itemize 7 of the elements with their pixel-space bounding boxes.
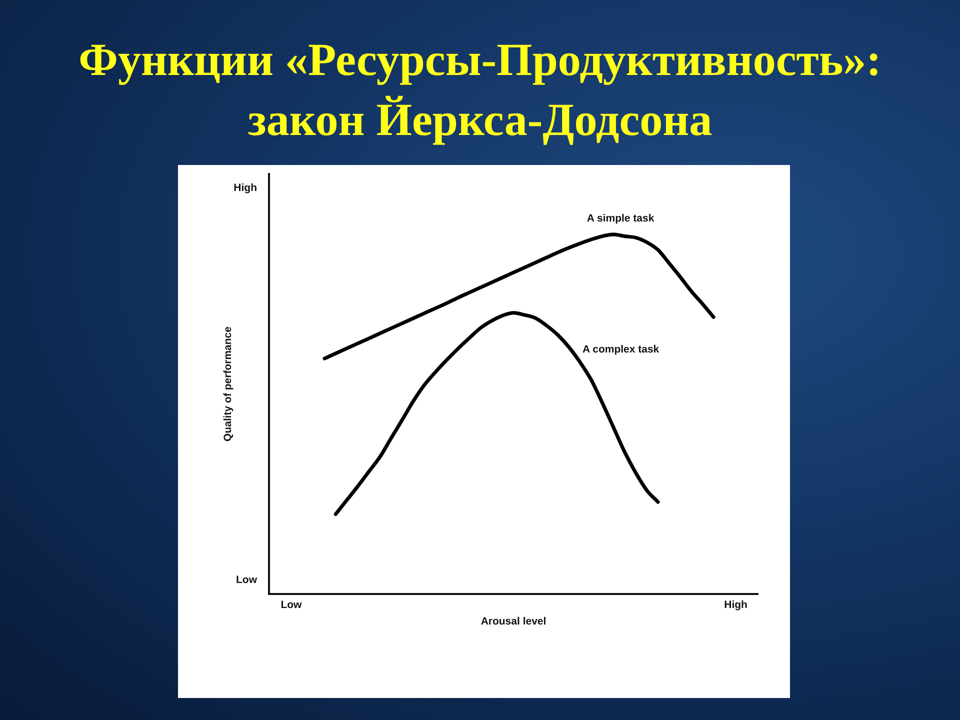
series-label: A complex task — [582, 344, 660, 356]
chart-title: Функции «Ресурсы-Продуктивность»: закон Йеркса-Додсона — [78, 33, 882, 147]
text: High — [234, 182, 257, 194]
y-axis-title: Quality of performance — [222, 326, 234, 442]
text: Low — [236, 574, 258, 586]
series-label: A simple task — [586, 212, 654, 224]
x-axis-title: Arousal level — [480, 616, 546, 628]
